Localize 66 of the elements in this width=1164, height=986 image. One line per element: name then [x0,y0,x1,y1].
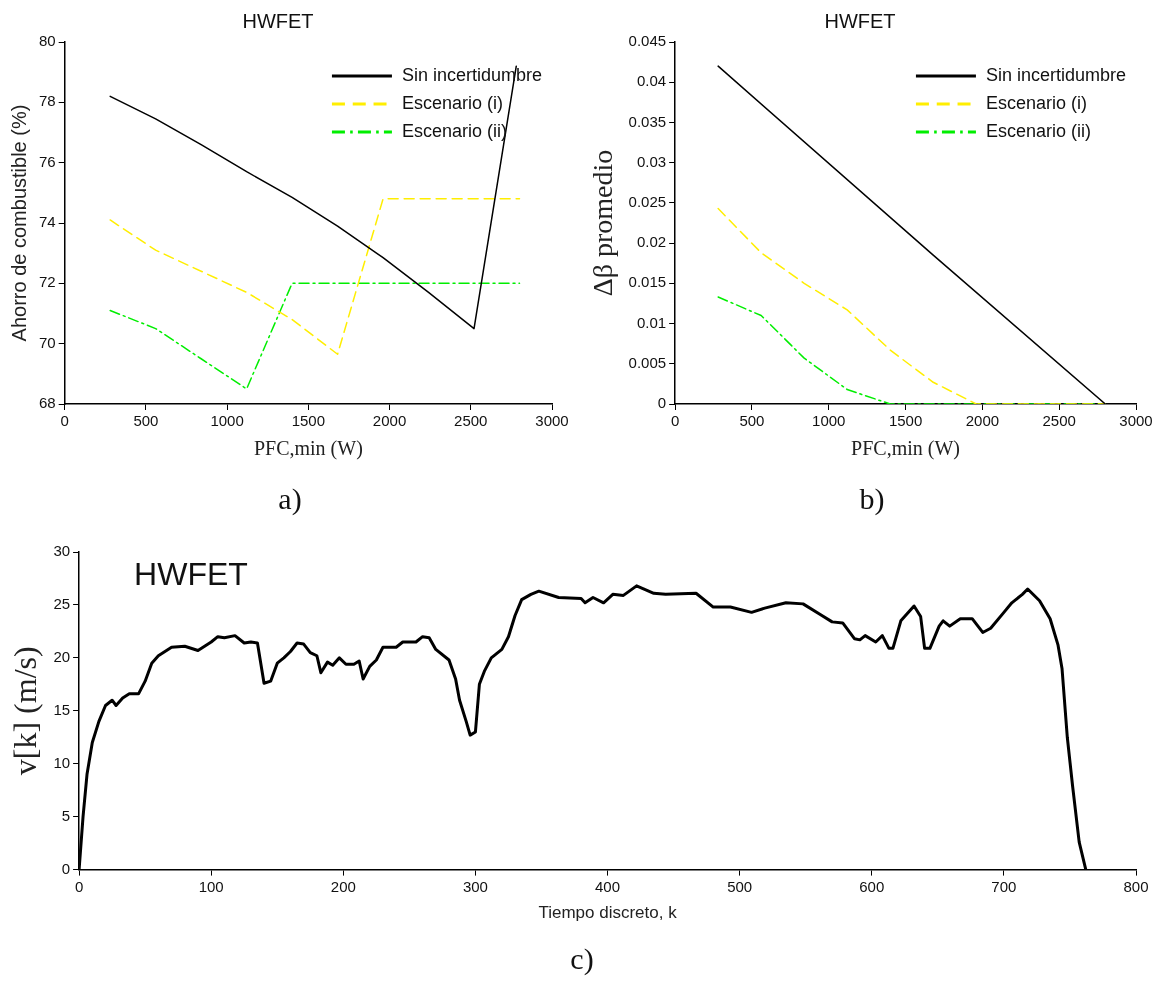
y-tick-label: 30 [53,542,71,560]
x-tick-label: 2000 [965,412,1000,430]
line-series [109,198,521,355]
x-tick-label: 1500 [291,412,326,430]
line-series [717,207,1107,404]
x-tick-label: 2000 [372,412,407,430]
y-tick-label: 0.005 [628,353,667,371]
x-tick-label: 500 [133,412,159,430]
x-tick-label: 3000 [1119,412,1153,430]
y-tick-label: 72 [39,273,56,291]
x-tick-label: 2500 [454,412,488,430]
y-tick-label: 25 [53,595,71,613]
x-tick-label: 0 [670,412,680,430]
legend-label: Escenario (ii) [401,120,507,141]
y-tick-label: 80 [39,32,56,50]
y-tick-label: 78 [39,92,56,110]
chart-title: HWFET [242,9,314,32]
text: c) [569,942,595,976]
x-axis-title: PFC,min (W) [253,437,363,461]
legend-label: Escenario (i) [401,92,503,113]
y-tick-label: 5 [61,806,71,824]
x-tick-label: 0 [74,877,84,895]
x-tick-label: 300 [462,877,488,895]
x-tick-label: 800 [1123,877,1149,895]
y-tick-label: 0.035 [628,112,667,130]
y-axis-title: Δβ promedio [587,149,619,297]
x-tick-label: 1500 [888,412,923,430]
x-tick-label: 400 [595,877,621,895]
chart-title: HWFET [824,9,896,32]
y-tick-label: 0.04 [636,72,667,90]
x-tick-label: 500 [727,877,753,895]
x-axis-title: PFC,min (W) [851,437,961,461]
y-tick-label: 0.025 [628,193,667,211]
legend-label: Escenario (i) [985,92,1087,113]
x-tick-label: 100 [198,877,224,895]
y-tick-label: 0.015 [628,273,667,291]
x-tick-label: 600 [859,877,885,895]
x-tick-label: 700 [991,877,1017,895]
legend-label: Escenario (ii) [985,120,1091,141]
x-tick-label: 1000 [812,412,846,430]
y-tick-label: 70 [39,333,56,351]
y-tick-label: 0 [61,859,71,877]
y-axis-title: Ahorro de combustible (%) [7,104,30,342]
y-tick-label: 0.01 [636,313,667,331]
chart-title: HWFET [134,555,248,592]
y-tick-label: 0.045 [628,32,667,50]
text: a) [277,482,303,516]
x-tick-label: 500 [739,412,765,430]
y-tick-label: 0 [657,394,667,412]
y-tick-label: 74 [39,213,56,231]
y-tick-label: 15 [53,700,71,718]
x-tick-label: 3000 [535,412,569,430]
y-tick-label: 0.03 [636,152,667,170]
y-tick-label: 68 [39,394,56,412]
y-tick-label: 0.02 [636,233,667,251]
y-tick-label: 76 [39,152,56,170]
legend-label: Sin incertidumbre [985,64,1126,85]
y-axis-title: v[k] (m/s) [6,646,43,776]
y-tick-label: 20 [53,648,71,666]
x-tick-label: 1000 [210,412,244,430]
x-tick-label: 2500 [1042,412,1076,430]
x-tick-label: 200 [330,877,356,895]
line-series [109,282,521,390]
x-axis-title: Tiempo discreto, k [538,903,678,923]
y-tick-label: 10 [53,753,71,771]
text: b) [858,482,886,516]
